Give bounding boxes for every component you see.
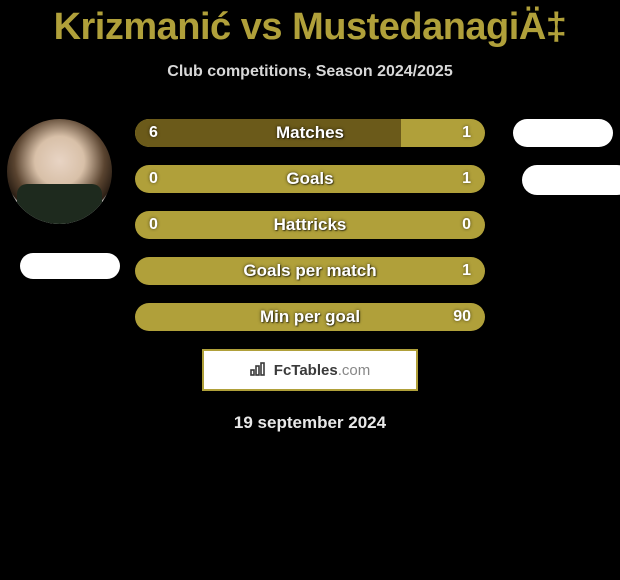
bar-value-right: 0: [462, 211, 471, 239]
page-subtitle: Club competitions, Season 2024/2025: [0, 63, 620, 81]
bar-row-goals-per-match: Goals per match 1: [135, 257, 485, 285]
chart-icon: [250, 362, 268, 379]
bar-label: Hattricks: [135, 211, 485, 239]
bar-value-right: 90: [453, 303, 471, 331]
snapshot-date: 19 september 2024: [0, 413, 620, 433]
player-left-avatar: [7, 119, 112, 224]
page-title: Krizmanić vs MustedanagiÄ‡: [0, 0, 620, 49]
bar-row-matches: 6 Matches 1: [135, 119, 485, 147]
stats-bars: 6 Matches 1 0 Goals 1 0 Hattricks 0 Goal…: [135, 119, 485, 331]
bar-label: Goals: [135, 165, 485, 193]
bar-label: Goals per match: [135, 257, 485, 285]
comparison-content: 6 Matches 1 0 Goals 1 0 Hattricks 0 Goal…: [0, 119, 620, 433]
bar-value-right: 1: [462, 119, 471, 147]
pill-decor-2: [522, 165, 620, 195]
bar-row-goals: 0 Goals 1: [135, 165, 485, 193]
bar-row-min-per-goal: Min per goal 90: [135, 303, 485, 331]
source-logo-text: FcTables.com: [274, 362, 370, 379]
bar-label: Matches: [135, 119, 485, 147]
source-logo-box: FcTables.com: [202, 349, 418, 391]
bar-value-right: 1: [462, 165, 471, 193]
pill-decor-3: [20, 253, 120, 279]
bar-value-right: 1: [462, 257, 471, 285]
pill-decor-1: [513, 119, 613, 147]
bar-row-hattricks: 0 Hattricks 0: [135, 211, 485, 239]
bar-label: Min per goal: [135, 303, 485, 331]
